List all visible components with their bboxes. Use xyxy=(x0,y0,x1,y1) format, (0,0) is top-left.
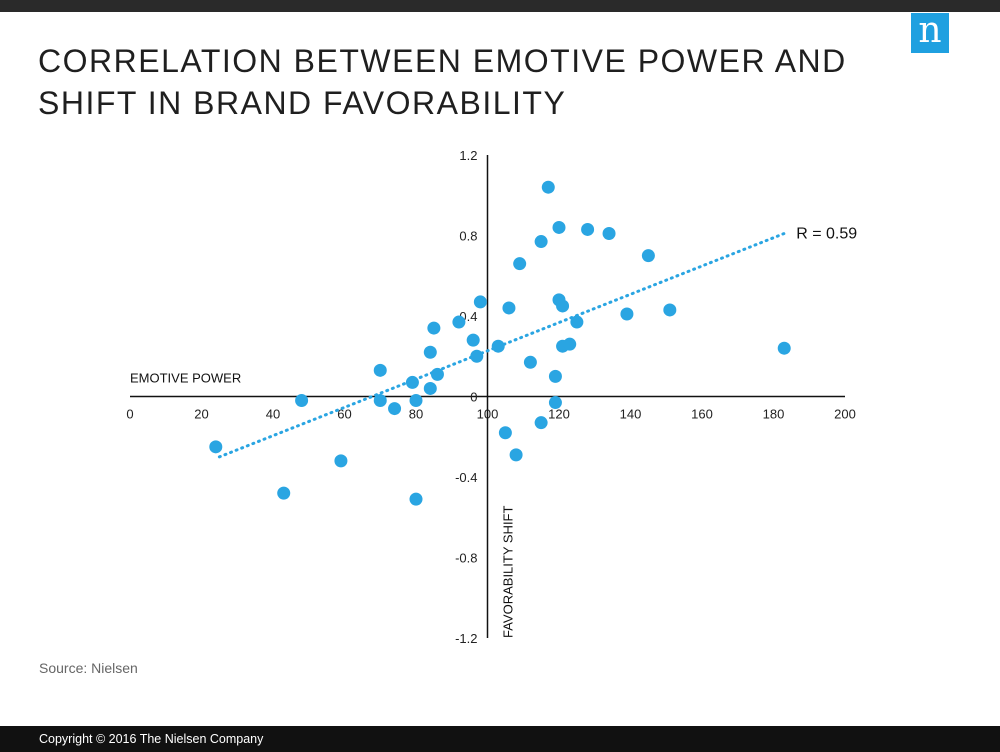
data-point xyxy=(405,375,419,389)
data-point xyxy=(556,299,570,313)
data-point xyxy=(541,180,555,194)
x-axis-label: EMOTIVE POWER xyxy=(130,371,241,386)
data-point xyxy=(502,301,516,315)
data-point xyxy=(423,381,437,395)
data-point xyxy=(470,349,484,363)
data-point xyxy=(663,303,677,317)
data-point xyxy=(430,367,444,381)
data-point xyxy=(581,222,595,236)
chart-title: CORRELATION BETWEEN EMOTIVE POWER AND SH… xyxy=(38,43,847,121)
data-point xyxy=(552,220,566,234)
x-tick-label: 200 xyxy=(834,407,856,422)
y-axis-label: FAVORABILITY SHIFT xyxy=(501,506,516,638)
source-note: Source: Nielsen xyxy=(39,660,138,676)
x-tick-label: 80 xyxy=(409,407,423,422)
x-tick-label: 60 xyxy=(337,407,351,422)
x-tick-label: 40 xyxy=(266,407,280,422)
axes xyxy=(130,155,845,638)
data-point xyxy=(466,333,480,347)
data-point xyxy=(498,426,512,440)
data-point xyxy=(563,337,577,351)
data-point xyxy=(509,448,523,462)
data-point xyxy=(620,307,634,321)
data-point xyxy=(548,369,562,383)
data-points xyxy=(209,180,791,506)
data-point xyxy=(602,226,616,240)
data-point xyxy=(388,402,402,416)
y-tick-label: -1.2 xyxy=(455,631,477,646)
data-point xyxy=(523,355,537,369)
x-tick-label: 140 xyxy=(620,407,642,422)
data-point xyxy=(423,345,437,359)
data-point xyxy=(209,440,223,454)
data-point xyxy=(473,295,487,309)
trendline xyxy=(217,231,786,459)
data-point xyxy=(491,339,505,353)
data-point xyxy=(452,315,466,329)
data-point xyxy=(409,492,423,506)
y-tick-label: 0 xyxy=(470,390,477,405)
data-point xyxy=(777,341,791,355)
y-tick-label: 0.8 xyxy=(459,229,477,244)
x-tick-label: 0 xyxy=(126,407,133,422)
data-point xyxy=(513,257,527,271)
data-point xyxy=(277,486,291,500)
x-tick-label: 20 xyxy=(194,407,208,422)
data-point xyxy=(534,416,548,430)
data-point xyxy=(570,315,584,329)
x-tick-label: 180 xyxy=(763,407,785,422)
copyright-footer: Copyright © 2016 The Nielsen Company xyxy=(0,726,1000,752)
top-bar xyxy=(0,0,1000,12)
data-point xyxy=(427,321,441,335)
data-point xyxy=(334,454,348,468)
x-tick-label: 120 xyxy=(548,407,570,422)
data-point xyxy=(548,396,562,410)
trendline-group xyxy=(217,231,786,459)
data-point xyxy=(641,249,655,263)
data-point xyxy=(295,394,309,408)
y-tick-label: -0.4 xyxy=(455,470,477,485)
y-tick-label: 1.2 xyxy=(459,148,477,163)
data-point xyxy=(534,235,548,249)
x-tick-label: 160 xyxy=(691,407,713,422)
x-tick-label: 100 xyxy=(477,407,499,422)
r-value-annotation: R = 0.59 xyxy=(796,225,857,242)
data-point xyxy=(373,363,387,377)
data-point xyxy=(409,394,423,408)
y-tick-label: -0.8 xyxy=(455,551,477,566)
nielsen-logo: n xyxy=(911,13,949,53)
tick-labels: 0 20 40 60 80 100 120 140 160 180 2001.20.80.40-0.… xyxy=(126,148,855,646)
data-point xyxy=(373,394,387,408)
